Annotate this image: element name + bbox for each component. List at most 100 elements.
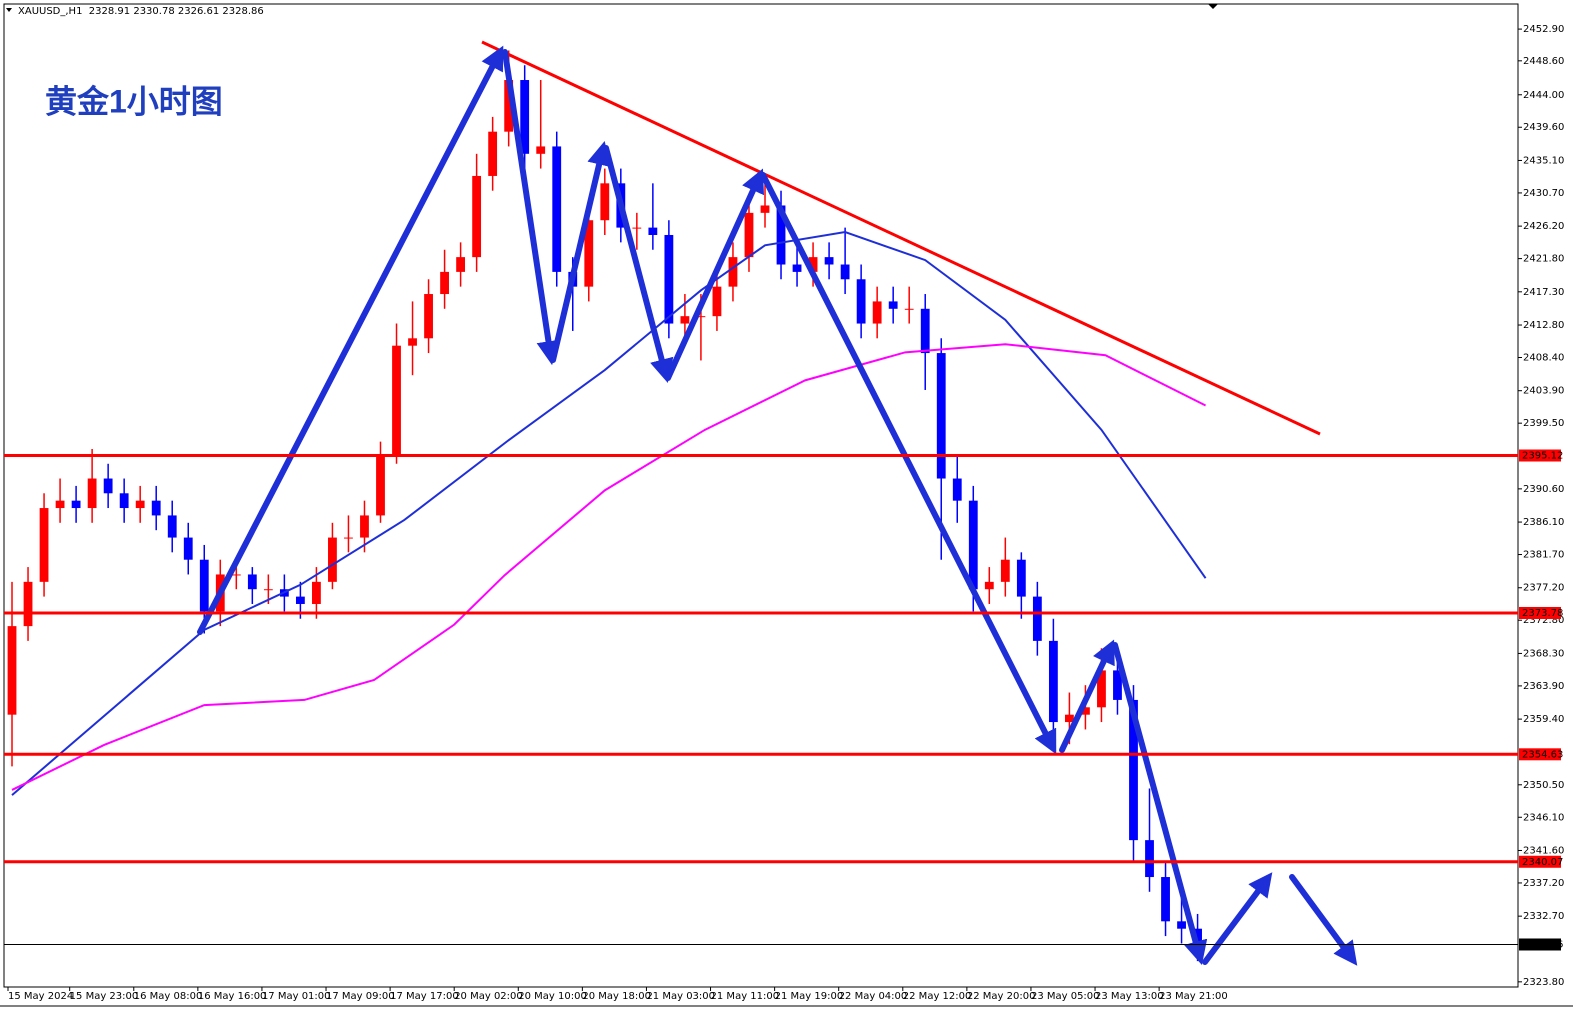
arrow [665,168,764,381]
moving-average [11,343,1207,791]
x-tick-label: 22 May 04:00 [839,991,908,1002]
level-label-box [1519,748,1561,761]
candle-body [376,456,385,516]
x-tick-label: 17 May 17:00 [390,991,459,1002]
candle-body [103,478,113,494]
y-tick-label: 2350.50 [1523,780,1564,791]
candle-body [632,227,642,229]
candle-body [440,271,449,295]
y-tick-label: 2452.90 [1523,24,1564,35]
x-tick-label: 15 May 2024 [8,991,73,1002]
candle-body [247,574,257,590]
candle-body [664,234,674,324]
level-label: 2354.63 [1522,749,1563,760]
candle-body [344,537,353,539]
x-tick-label: 15 May 23:00 [70,991,139,1002]
candle-body [151,500,161,516]
y-tick-label: 2426.20 [1523,221,1564,232]
candle-body [231,574,241,576]
trend-line [481,40,1321,436]
arrow [760,172,1057,755]
candle-body [488,131,498,176]
y-tick-label: 2421.80 [1523,254,1564,265]
menu-triangle [6,8,12,12]
candle-body [1016,559,1026,597]
candle-body [760,205,770,213]
chart-title: 黄金1小时图 [45,83,223,119]
candle-body [328,537,337,582]
x-tick-label: 23 May 13:00 [1095,991,1164,1002]
candle-body [504,80,514,132]
candle-body [984,581,994,590]
candle-body [1081,707,1090,715]
candle-body [87,478,97,509]
arrows [197,45,1358,966]
candle-body [39,508,49,582]
candle-body [392,345,401,457]
level-label: 2328.86 [1522,939,1563,950]
x-tick-label: 17 May 09:00 [326,991,395,1002]
plot-frame [3,3,1519,988]
candle-body [1145,840,1154,878]
arrow [1059,639,1115,753]
candle-body [71,500,81,509]
x-tick-label: 22 May 12:00 [903,991,972,1002]
level-label-box [1519,606,1561,619]
arrow [1202,872,1273,965]
level-label-box [1519,449,1561,462]
candle-body [1193,928,1202,945]
shift-marker [1208,4,1218,9]
level-label: 2395.12 [1522,451,1563,462]
y-tick-label: 2444.00 [1523,90,1564,101]
arrow [1112,642,1208,965]
candle-body [408,338,417,346]
level-label-box [1519,938,1561,951]
y-tick-label: 2408.40 [1523,352,1564,363]
candle-body [920,308,930,354]
x-tick-label: 20 May 18:00 [582,991,651,1002]
candle-body [1129,699,1138,841]
candle-body [295,596,305,604]
candle-body [1032,596,1042,641]
x-tick-label: 16 May 16:00 [198,991,267,1002]
x-tick-label: 23 May 21:00 [1159,991,1228,1002]
candle-body [1177,921,1186,929]
y-tick-label: 2368.30 [1523,648,1564,659]
level-label: 2340.07 [1522,857,1563,868]
candle-body [696,316,706,318]
x-tick-label: 20 May 10:00 [518,991,587,1002]
y-tick-label: 2346.10 [1523,812,1564,823]
x-tick-label: 21 May 11:00 [711,991,780,1002]
candle-body [536,146,546,154]
candle-body [119,493,129,509]
candle-body [744,212,754,258]
x-tick-label: 21 May 19:00 [775,991,844,1002]
candle-body [808,257,818,272]
marks [7,50,1207,962]
y-tick-label: 2341.60 [1523,845,1564,856]
candle-body [552,146,562,272]
candle-body [312,581,321,604]
candle-body [23,581,33,627]
arrow [550,140,611,363]
x-tick-label: 23 May 05:00 [1031,991,1100,1002]
candle-body [7,626,17,715]
y-tick-label: 2337.20 [1523,878,1564,889]
candle-body [424,294,433,339]
candle-body [840,264,850,280]
x-tick-label: 17 May 01:00 [262,991,331,1002]
y-tick-label: 2439.60 [1523,122,1564,133]
candle-body [712,286,722,317]
candle-body [472,175,482,258]
candle-body [1161,877,1170,922]
y-tick-label: 2390.60 [1523,484,1564,495]
candle-body [952,478,962,501]
moving-average [11,231,1207,796]
y-tick-label: 2386.10 [1523,517,1564,528]
candle-body [183,537,193,560]
y-tick-label: 2412.80 [1523,320,1564,331]
y-tick-label: 2377.20 [1523,583,1564,594]
y-tick-label: 2372.80 [1523,615,1564,626]
y-tick-label: 2430.70 [1523,188,1564,199]
